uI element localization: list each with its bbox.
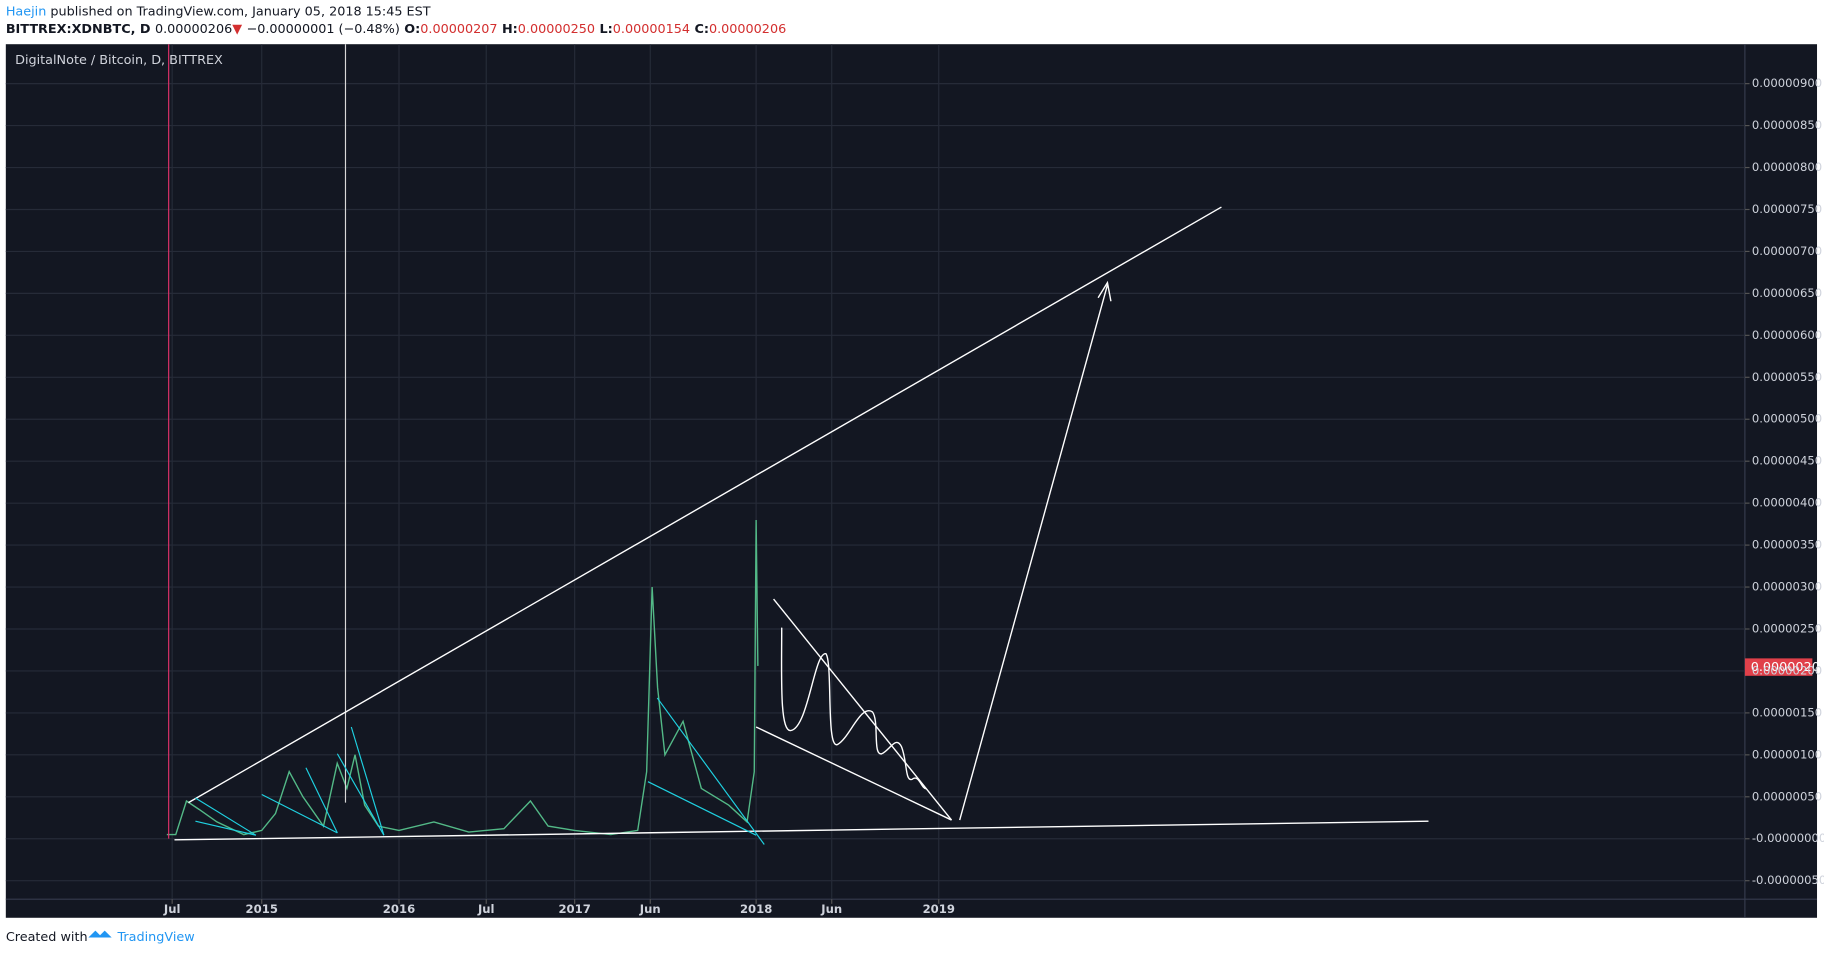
close-label: C: — [694, 22, 709, 37]
sketch-path — [780, 627, 927, 790]
x-tick-label: 2017 — [558, 902, 590, 916]
cyan-line — [336, 753, 385, 836]
price-tag-label: 0.00000206 — [1751, 660, 1824, 675]
change: −0.00000001 (−0.48%) — [247, 22, 400, 37]
cyan-line — [261, 793, 338, 834]
y-tick-label: -0.00000050 — [1752, 873, 1824, 887]
x-tick-label: Jun — [820, 902, 842, 916]
x-tick-label: Jul — [163, 902, 181, 916]
trend-line — [188, 206, 1222, 804]
cyan-line — [195, 797, 257, 836]
price-line — [166, 519, 759, 836]
chart-area — [5, 44, 1818, 918]
y-tick-label: 0.00000750 — [1752, 202, 1822, 216]
published: published on TradingView.com, January 05… — [50, 4, 430, 19]
cyan-line — [305, 767, 338, 834]
y-tick-label: 0.00000850 — [1752, 118, 1822, 132]
close: 0.00000206 — [709, 22, 786, 37]
trend-line — [174, 820, 1429, 841]
y-tick-label: 0.00000550 — [1752, 370, 1822, 384]
y-tick-label: 0.00000400 — [1752, 496, 1822, 510]
y-tick-label: 0.00000700 — [1752, 244, 1822, 258]
x-tick-label: Jun — [639, 902, 661, 916]
trend-line — [773, 598, 953, 821]
author[interactable]: Haejin — [6, 4, 47, 19]
y-tick-label: 0.00000450 — [1752, 454, 1822, 468]
footer-brand[interactable]: TradingView — [116, 930, 194, 945]
x-tick-label: 2015 — [246, 902, 278, 916]
arrow — [959, 284, 1109, 821]
x-tick-label: Jul — [477, 902, 495, 916]
y-tick-label: 0.00000600 — [1752, 328, 1822, 342]
high: 0.00000250 — [518, 22, 595, 37]
low: 0.00000154 — [613, 22, 690, 37]
y-tick-label: 0.00000200 — [1752, 663, 1822, 677]
x-tick-label: 2018 — [740, 902, 772, 916]
y-tick-label: 0.00000300 — [1752, 580, 1822, 594]
y-tick-label: 0.00000150 — [1752, 705, 1822, 719]
tv-logo — [88, 930, 112, 938]
y-tick-label: -0.00000000 — [1752, 831, 1824, 845]
chart-title: DigitalNote / Bitcoin, D, BITTREX — [15, 53, 223, 68]
open: 0.00000207 — [420, 22, 497, 37]
low-label: L: — [599, 22, 612, 37]
y-tick-label: 0.00000650 — [1752, 286, 1822, 300]
cyan-line — [647, 781, 757, 836]
y-tick-label: 0.00000900 — [1752, 76, 1822, 90]
y-tick-label: 0.00000800 — [1752, 160, 1822, 174]
drawings — [174, 206, 1429, 845]
open-label: O: — [404, 22, 420, 37]
price-tag — [1744, 658, 1813, 676]
price: 0.00000206 — [155, 22, 232, 37]
arrow-head — [1097, 280, 1112, 302]
y-tick-label: 0.00000100 — [1752, 747, 1822, 761]
cyan-line — [195, 820, 257, 836]
cyan-line — [656, 697, 765, 845]
y-tick-label: 0.00000050 — [1752, 789, 1822, 803]
high-label: H: — [502, 22, 518, 37]
header-line: Haejin published on TradingView.com, Jan… — [6, 4, 431, 19]
trend-line — [755, 726, 952, 821]
symbol: BITTREX:XDNBTC, D — [6, 22, 151, 37]
cyan-line — [350, 726, 385, 836]
quote-line: BITTREX:XDNBTC, D 0.00000206▼ −0.0000000… — [6, 22, 786, 37]
y-tick-label: 0.00000500 — [1752, 412, 1822, 426]
x-tick-label: 2019 — [923, 902, 955, 916]
x-tick-label: 2016 — [383, 902, 415, 916]
footer-created: Created with — [6, 930, 88, 945]
change-arrow: ▼ — [232, 22, 242, 37]
y-tick-label: 0.00000350 — [1752, 538, 1822, 552]
y-tick-label: 0.00000250 — [1752, 622, 1822, 636]
